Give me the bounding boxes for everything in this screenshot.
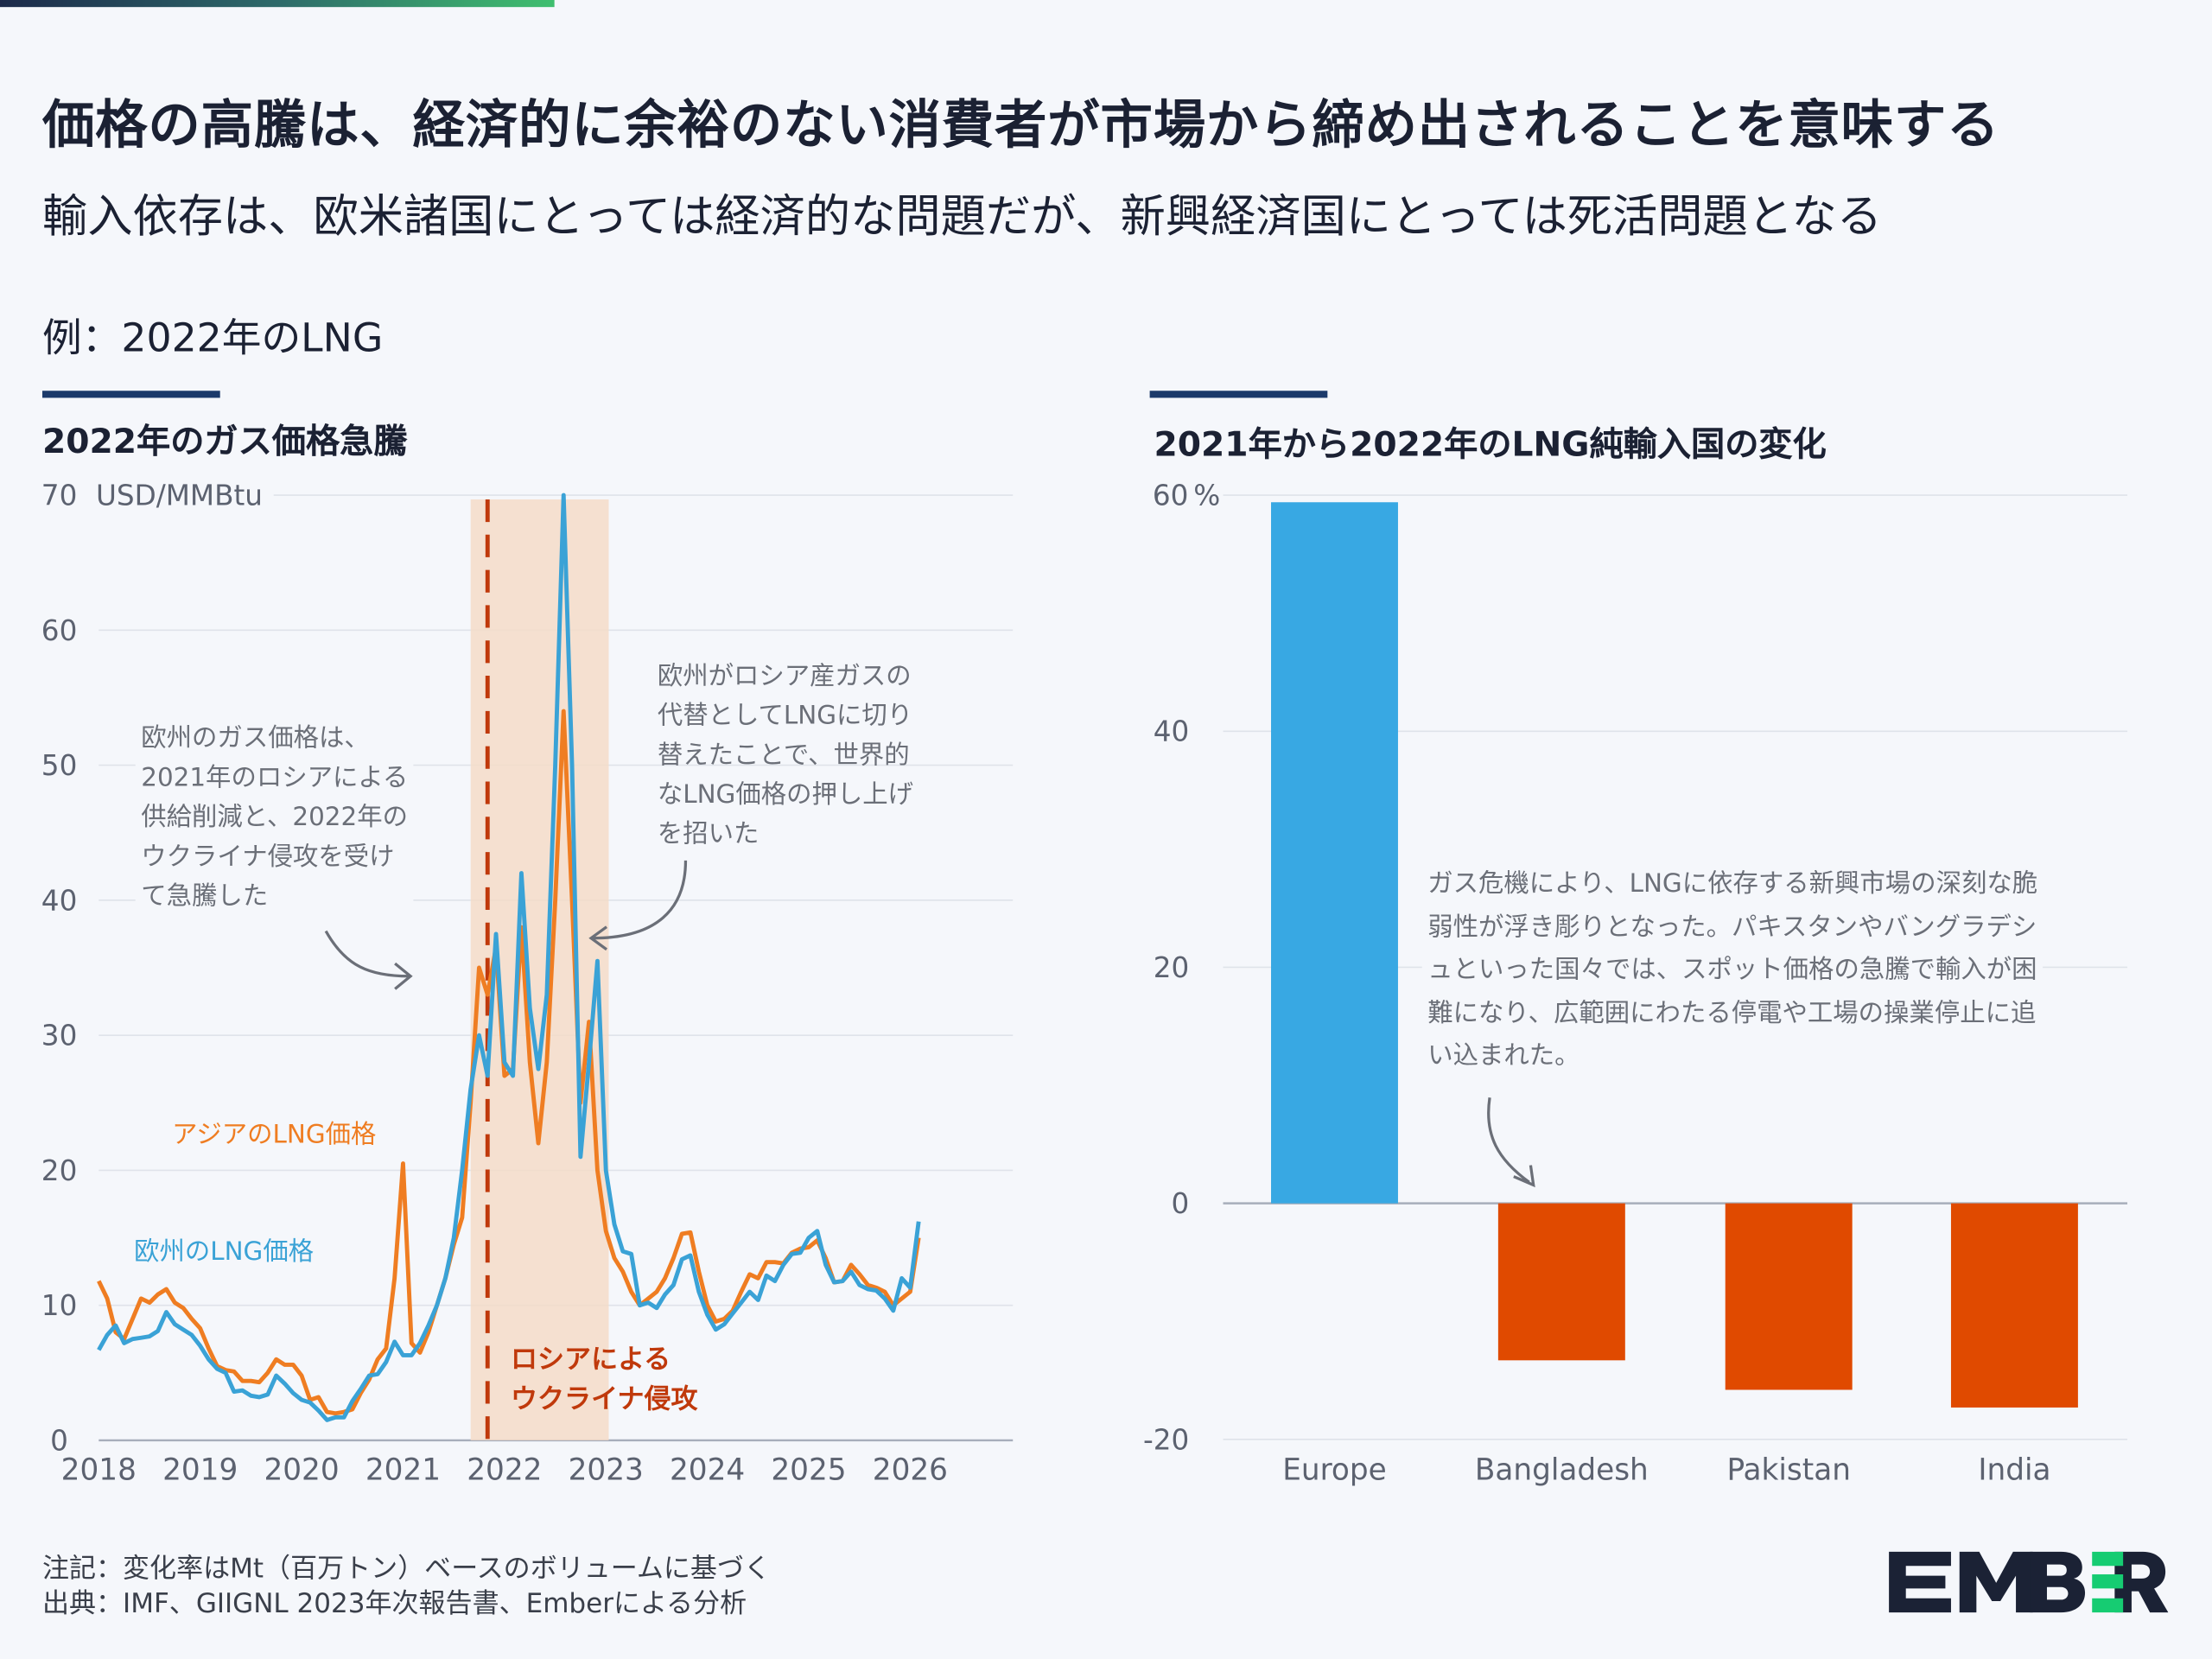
arrow-head-icon (1513, 1165, 1535, 1188)
x-tick-label: 2023 (569, 1453, 644, 1488)
annotation-line: 欧州がロシア産ガスの (657, 661, 912, 691)
bar-chart-title: 2021年から2022年のLNG純輸入国の変化 (1154, 424, 1827, 465)
y-tick-label: 40 (1154, 715, 1190, 748)
ember-logo (1889, 1551, 2169, 1613)
annotation-line: ウクライナ侵攻を受け (141, 842, 395, 872)
y-tick-label: 20 (1154, 951, 1190, 984)
x-tick-label: 2020 (264, 1453, 339, 1488)
y-tick-label: 0 (50, 1424, 68, 1457)
chart-accent-line (1149, 391, 1328, 398)
annotation-line: 供給削減と、2022年の (141, 802, 408, 833)
bar-europe (1271, 502, 1398, 1204)
annotation-line: て急騰した (141, 881, 269, 912)
logo-green-bar (2092, 1598, 2124, 1613)
annotation-line: 代替としてLNGに切り (657, 701, 913, 731)
annotation-line: 難になり、広範囲にわたる停電や工場の操業停止に追 (1427, 998, 2037, 1028)
y-tick-label: 20 (41, 1154, 78, 1187)
x-tick-label: 2025 (771, 1453, 846, 1488)
curved-arrow-icon (1487, 1096, 1530, 1184)
annotation-line: ュといった国々では、スポット価格の急騰で輸入が困 (1427, 955, 2037, 985)
invasion-label: ロシアによる (511, 1344, 671, 1376)
invasion-label: ウクライナ侵攻 (511, 1383, 698, 1414)
legend-label-europe: 欧州のLNG価格 (134, 1236, 314, 1266)
curved-arrow-icon (592, 860, 688, 940)
unit-bg (81, 476, 274, 514)
x-category-label: Bangladesh (1475, 1453, 1649, 1488)
annotation-line: なLNG価格の押し上げ (657, 779, 914, 810)
x-tick-label: 2022 (467, 1453, 542, 1488)
arrow-head-icon (394, 962, 413, 990)
footnote-note: 注記：変化率はMt（百万トン）ベースのボリュームに基づく (41, 1553, 771, 1585)
example-label: 例：2022年のLNG (41, 315, 384, 361)
bar-bangladesh (1497, 1203, 1625, 1361)
x-tick-label: 2024 (670, 1453, 745, 1488)
annotation-line: 2021年のロシアによる (141, 763, 409, 793)
y-tick-label: 60 (1153, 479, 1189, 512)
annotation-emerging-markets: ガス危機により、LNGに依存する新興市場の深刻な脆 弱性が浮き彫りとなった。パキ… (1421, 863, 2044, 1079)
annotation-line: を招いた (657, 819, 760, 849)
footnote-source: 出典：IMF、GIIGNL 2023年次報告書、Emberによる分析 (41, 1588, 747, 1620)
bar-india (1950, 1203, 2078, 1408)
y-axis-unit: % (1193, 479, 1220, 512)
x-category-label: Europe (1282, 1453, 1387, 1488)
y-tick-label: 60 (41, 614, 78, 647)
bar-pakistan (1725, 1203, 1853, 1390)
y-axis-unit: USD/MMBtu (96, 479, 263, 512)
logo-green-bar (2092, 1551, 2124, 1567)
arrow-head-icon (588, 925, 607, 951)
annotation-line: 欧州のガス価格は、 (141, 723, 370, 753)
x-tick-label: 2026 (873, 1453, 948, 1488)
y-tick-label: 0 (1172, 1187, 1190, 1220)
legend-label-asia: アジアのLNG価格 (172, 1119, 376, 1148)
curved-arrow-icon (324, 930, 410, 978)
series-line-europe (97, 493, 921, 1422)
page-title: 価格の高騰は、経済的に余裕のない消費者が市場から締め出されることを意味する (41, 94, 2000, 156)
accent-bar (0, 0, 555, 8)
x-tick-label: 2019 (162, 1453, 238, 1488)
page-subtitle: 輸入依存は、欧米諸国にとっては経済的な問題だが、新興経済国にとっては死活問題とな… (41, 188, 1882, 243)
x-tick-label: 2018 (61, 1453, 137, 1488)
annotation-line: 替えたことで、世界的 (657, 741, 910, 771)
chart-accent-line (41, 391, 220, 398)
annotation-line: 弱性が浮き彫りとなった。パキスタンやバングラデシ (1427, 912, 2037, 942)
annotation-line: ガス危機により、LNGに依存する新興市場の深刻な脆 (1427, 868, 2038, 899)
y-tick-label: 10 (41, 1289, 78, 1322)
x-category-label: Pakistan (1726, 1453, 1851, 1488)
footnote: 注記：変化率はMt（百万トン）ベースのボリュームに基づく 出典：IMF、GIIG… (42, 1552, 771, 1623)
y-tick-label: 30 (41, 1020, 78, 1052)
x-category-label: India (1978, 1453, 2050, 1488)
line-chart-title: 2022年のガス価格急騰 (41, 422, 408, 461)
x-tick-label: 2021 (365, 1453, 441, 1488)
y-tick-label: 40 (41, 884, 78, 917)
y-tick-label: 50 (41, 749, 78, 782)
y-tick-label: -20 (1143, 1423, 1189, 1456)
annotation-lng-switch: 欧州がロシア産ガスの 代替としてLNGに切り 替えたことで、世界的 なLNG価格… (652, 658, 918, 855)
annotation-europe-price: 欧州のガス価格は、 2021年のロシアによる 供給削減と、2022年の ウクライ… (135, 719, 414, 918)
logo-green-bar (2092, 1574, 2124, 1589)
y-tick-label: 70 (41, 479, 78, 512)
annotation-line: い込まれた。 (1427, 1040, 1580, 1071)
